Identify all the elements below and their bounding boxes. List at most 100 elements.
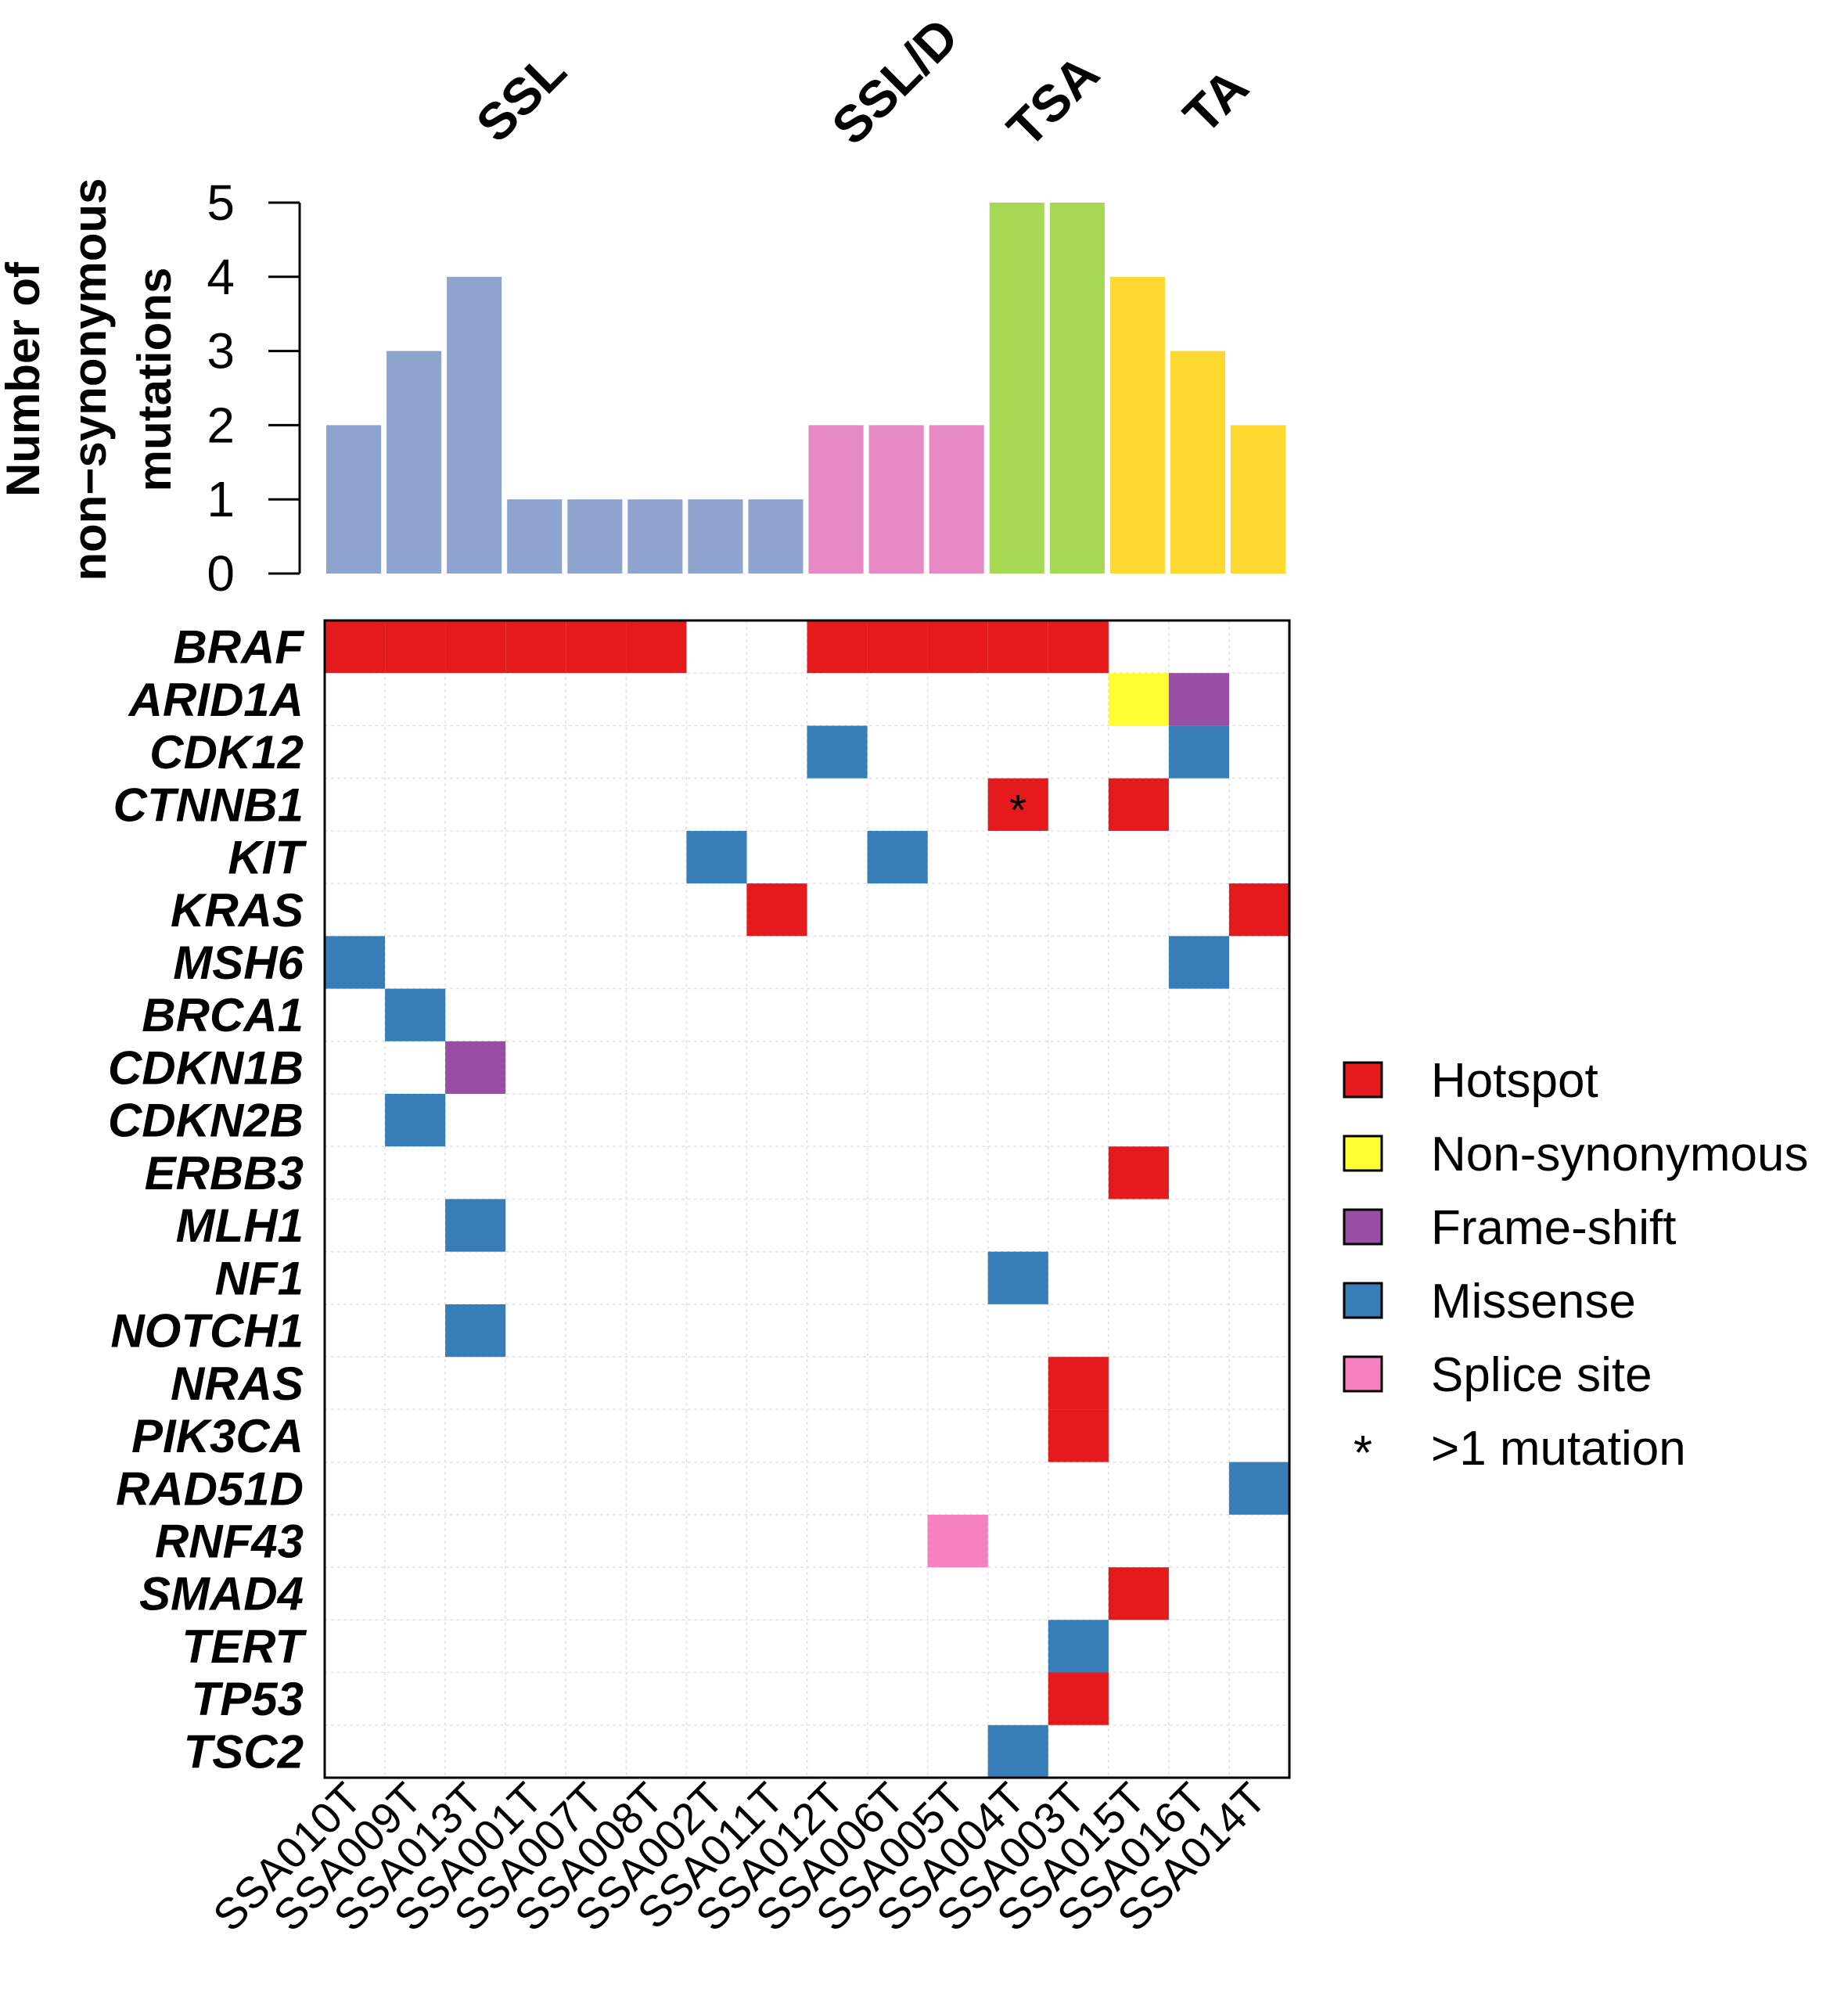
gene-label-MLH1: MLH1 — [176, 1199, 304, 1252]
cell-BRAF-SSA007T — [566, 620, 627, 674]
gene-label-CDKN1B: CDKN1B — [108, 1041, 304, 1094]
cell-BRAF-SSA008T — [626, 620, 687, 674]
cell-ARID1A-SSA015T — [1108, 673, 1169, 726]
cell-TERT-SSA003T — [1048, 1620, 1109, 1673]
gene-label-NRAS: NRAS — [171, 1358, 304, 1410]
gene-label-CDK12: CDK12 — [149, 726, 304, 779]
y-title-line-3: mutations — [128, 268, 181, 492]
gene-label-NOTCH1: NOTCH1 — [110, 1305, 304, 1358]
cell-KIT-SSA002T — [686, 830, 747, 884]
legend-swatch-nonsyn — [1343, 1135, 1383, 1172]
cell-CTNNB1-SSA015T — [1108, 778, 1169, 831]
y-tick-label-0: 0 — [207, 545, 235, 602]
cell-TSC2-SSA004T — [987, 1724, 1048, 1778]
bar-SSA009T — [386, 351, 442, 574]
cell-KIT-SSA006T — [867, 830, 928, 884]
gene-label-CTNNB1: CTNNB1 — [113, 779, 304, 831]
y-tick-label-4: 4 — [207, 249, 235, 305]
gene-label-KIT: KIT — [228, 832, 307, 884]
legend-label-nonsyn: Non-synonymous — [1431, 1127, 1808, 1181]
bar-SSA005T — [929, 425, 984, 574]
cell-MSH6-SSA016T — [1168, 936, 1229, 989]
cell-NRAS-SSA003T — [1048, 1357, 1109, 1410]
cell-TP53-SSA003T — [1048, 1672, 1109, 1725]
cell-NOTCH1-SSA013T — [445, 1304, 506, 1358]
bar-SSA008T — [627, 499, 683, 574]
cell-KRAS-SSA011T — [746, 883, 807, 937]
bar-SSA003T — [1049, 203, 1105, 574]
gene-label-MSH6: MSH6 — [173, 937, 304, 989]
gene-label-BRCA1: BRCA1 — [142, 989, 304, 1041]
cell-BRAF-SSA005T — [927, 620, 988, 674]
bar-SSA001T — [507, 499, 563, 574]
gene-label-CDKN2B: CDKN2B — [108, 1095, 304, 1147]
cell-BRAF-SSA012T — [807, 620, 868, 674]
cell-MLH1-SSA013T — [445, 1199, 506, 1252]
legend-label-frameshift: Frame-shift — [1431, 1201, 1676, 1255]
grid-border — [323, 619, 1291, 1779]
y-tick-label-5: 5 — [207, 174, 235, 231]
gene-label-ARID1A: ARID1A — [128, 674, 304, 726]
cell-ARID1A-SSA016T — [1168, 673, 1229, 726]
legend-multi-symbol: * — [1354, 1426, 1372, 1480]
cell-ERBB3-SSA015T — [1108, 1146, 1169, 1199]
group-label-TA: TA — [1172, 57, 1259, 144]
gene-label-NF1: NF1 — [215, 1252, 304, 1304]
cell-BRAF-SSA006T — [867, 620, 928, 674]
bar-SSA006T — [868, 425, 924, 574]
gene-label-TERT: TERT — [182, 1620, 307, 1673]
cell-CTNNB1-SSA004T — [987, 778, 1048, 831]
gene-label-TP53: TP53 — [192, 1673, 304, 1725]
legend: Hotspot Non-synonymous Frame-shift Missense… — [1343, 1054, 1808, 1480]
y-title-line-1: Number of — [0, 261, 49, 497]
y-tick-label-3: 3 — [207, 323, 235, 379]
bar-SSA013T — [447, 276, 502, 574]
group-label-SSL-D: SSL/D — [821, 7, 969, 156]
gene-label-RAD51D: RAD51D — [116, 1462, 304, 1515]
legend-label-multi: >1 mutation — [1431, 1422, 1686, 1476]
multi-mutation-marker: * — [1009, 785, 1026, 834]
cell-CDKN1B-SSA013T — [445, 1041, 506, 1094]
cell-BRAF-SSA009T — [385, 620, 446, 674]
gene-label-PIK3CA: PIK3CA — [131, 1410, 304, 1462]
cell-BRAF-SSA001T — [505, 620, 566, 674]
cell-BRCA1-SSA009T — [385, 988, 446, 1041]
cell-NF1-SSA004T — [987, 1251, 1048, 1304]
legend-label-missense: Missense — [1431, 1275, 1636, 1329]
legend-label-splice: Splice site — [1431, 1348, 1652, 1402]
y-tick-label-1: 1 — [207, 471, 235, 527]
legend-swatch-frameshift — [1343, 1208, 1383, 1246]
legend-swatch-missense — [1343, 1282, 1383, 1319]
cell-BRAF-SSA013T — [445, 620, 506, 674]
bar-plot: 0 1 2 3 4 5 SSL SSL/D TSA TA — [207, 7, 1285, 602]
cell-CDK12-SSA012T — [807, 725, 868, 779]
bar-SSA004T — [989, 203, 1044, 574]
y-tick-label-2: 2 — [207, 397, 235, 453]
cell-BRAF-SSA010T — [325, 620, 386, 674]
cell-MSH6-SSA010T — [325, 936, 386, 989]
y-title-line-2: non−synonymous — [63, 178, 116, 581]
cell-KRAS-SSA014T — [1228, 883, 1289, 937]
gene-label-RNF43: RNF43 — [155, 1516, 304, 1568]
cell-RNF43-SSA005T — [927, 1514, 988, 1568]
cell-PIK3CA-SSA003T — [1048, 1409, 1109, 1462]
bar-SSA014T — [1230, 425, 1285, 574]
cell-BRAF-SSA004T — [987, 620, 1048, 674]
group-label-SSL: SSL — [465, 41, 577, 153]
gene-label-TSC2: TSC2 — [184, 1725, 304, 1778]
cell-RAD51D-SSA014T — [1228, 1462, 1289, 1515]
bar-SSA015T — [1109, 276, 1165, 574]
bar-SSA016T — [1170, 351, 1225, 574]
legend-swatch-splice — [1343, 1355, 1383, 1393]
mutation-grid: *BRAFARID1ACDK12CTNNB1KITKRASMSH6BRCA1CD… — [108, 619, 1291, 1940]
gene-label-ERBB3: ERBB3 — [145, 1147, 304, 1199]
cell-SMAD4-SSA015T — [1108, 1567, 1169, 1620]
gene-label-SMAD4: SMAD4 — [139, 1568, 304, 1620]
bar-SSA011T — [748, 499, 804, 574]
cell-CDKN2B-SSA009T — [385, 1094, 446, 1147]
bar-SSA007T — [567, 499, 623, 574]
legend-label-hotspot: Hotspot — [1431, 1054, 1598, 1108]
bar-SSA012T — [808, 425, 864, 574]
legend-swatch-hotspot — [1343, 1061, 1383, 1099]
